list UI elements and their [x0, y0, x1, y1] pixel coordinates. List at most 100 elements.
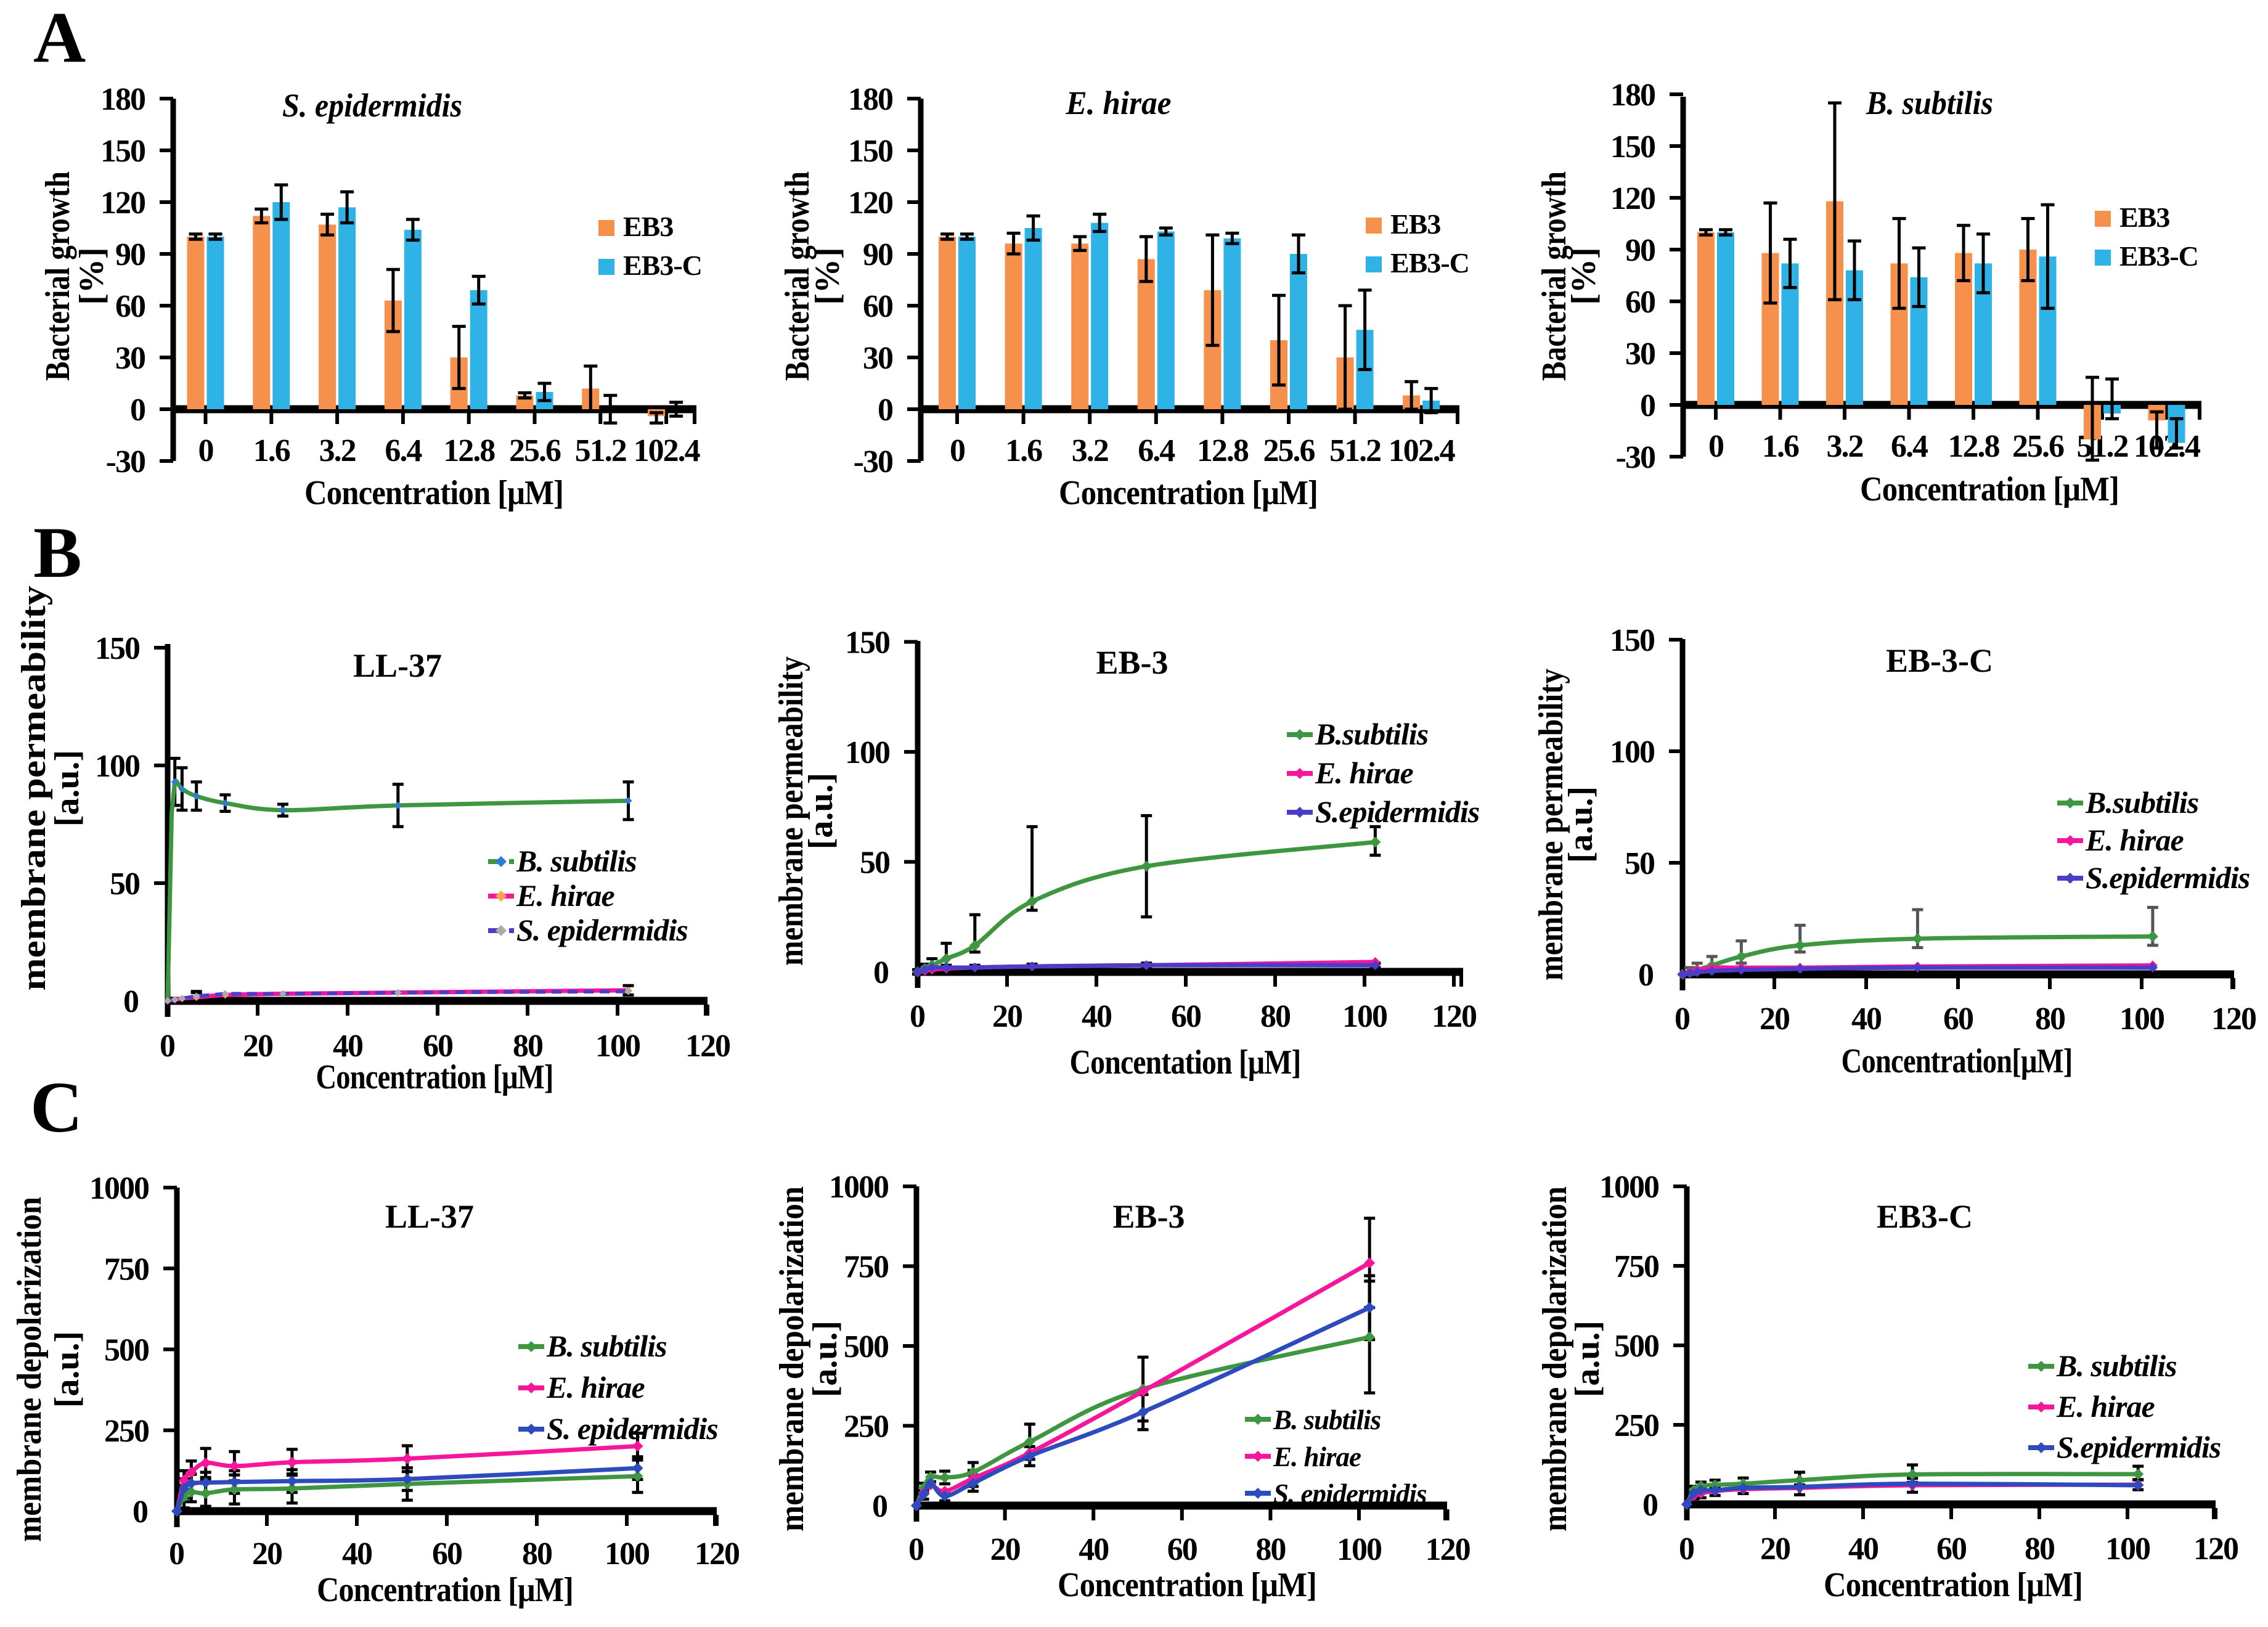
svg-text:1.6: 1.6: [1762, 429, 1799, 464]
svg-text:3.2: 3.2: [1072, 433, 1108, 468]
svg-text:250: 250: [844, 1409, 889, 1445]
svg-text:Concentration [μM]: Concentration [μM]: [1860, 470, 2119, 508]
svg-text:12.8: 12.8: [443, 433, 495, 468]
svg-text:60: 60: [1625, 285, 1655, 320]
svg-text:20: 20: [1760, 1001, 1790, 1037]
svg-text:0: 0: [1642, 1488, 1658, 1523]
svg-text:EB3-C: EB3-C: [623, 250, 702, 281]
svg-text:3.2: 3.2: [1827, 429, 1863, 464]
svg-text:[a.u.]: [a.u.]: [1562, 786, 1600, 863]
svg-text:500: 500: [1614, 1329, 1659, 1364]
svg-text:A: A: [33, 0, 86, 78]
svg-text:102.4: 102.4: [634, 433, 701, 468]
svg-text:100: 100: [2119, 1001, 2164, 1037]
svg-text:20: 20: [990, 1532, 1021, 1567]
svg-text:Concentration [μM]: Concentration [μM]: [1059, 474, 1318, 512]
svg-text:120: 120: [1432, 999, 1477, 1034]
svg-text:0: 0: [1638, 958, 1654, 993]
svg-text:120: 120: [695, 1536, 740, 1572]
svg-text:60: 60: [863, 289, 893, 324]
svg-text:B.subtilis: B.subtilis: [1315, 717, 1428, 751]
svg-text:S. epidermidis: S. epidermidis: [1273, 1478, 1427, 1509]
svg-text:100: 100: [1337, 1532, 1382, 1567]
svg-text:1000: 1000: [1599, 1170, 1659, 1205]
svg-text:B. subtilis: B. subtilis: [516, 844, 637, 878]
svg-text:80: 80: [513, 1029, 543, 1064]
svg-text:80: 80: [1260, 999, 1291, 1034]
svg-text:6.4: 6.4: [385, 433, 422, 468]
svg-text:3.2: 3.2: [319, 433, 356, 468]
svg-text:80: 80: [2035, 1001, 2065, 1037]
svg-text:Concentation [μM]: Concentation [μM]: [1070, 1043, 1301, 1082]
svg-text:30: 30: [1625, 336, 1655, 372]
svg-text:40: 40: [342, 1536, 372, 1572]
svg-text:20: 20: [1760, 1531, 1790, 1567]
svg-text:750: 750: [1614, 1249, 1659, 1284]
svg-text:100: 100: [605, 1536, 650, 1572]
svg-text:6.4: 6.4: [1891, 429, 1928, 464]
svg-text:0: 0: [130, 393, 145, 428]
svg-text:membrane depolarization: membrane depolarization: [773, 1186, 811, 1531]
svg-text:0: 0: [1708, 429, 1724, 464]
svg-text:120: 120: [2193, 1531, 2238, 1567]
svg-text:12.8: 12.8: [1197, 433, 1249, 468]
svg-text:0: 0: [1640, 388, 1655, 423]
svg-text:40: 40: [333, 1029, 363, 1064]
svg-text:S.epidermidis: S.epidermidis: [1315, 794, 1479, 829]
svg-text:180: 180: [1610, 78, 1655, 113]
svg-text:0: 0: [950, 433, 965, 468]
svg-text:250: 250: [104, 1414, 149, 1449]
svg-text:60: 60: [115, 289, 145, 324]
svg-text:750: 750: [844, 1250, 889, 1285]
svg-text:EB3: EB3: [1390, 208, 1440, 240]
svg-text:100: 100: [1610, 735, 1655, 770]
svg-text:80: 80: [2025, 1531, 2055, 1567]
svg-text:51.2: 51.2: [575, 433, 626, 468]
svg-text:90: 90: [115, 237, 145, 272]
svg-text:120: 120: [848, 186, 893, 221]
svg-text:[a.u.]: [a.u.]: [802, 773, 840, 849]
svg-text:Concentration [μM]: Concentration [μM]: [1058, 1566, 1316, 1604]
svg-text:60: 60: [1936, 1531, 1967, 1567]
svg-text:-30: -30: [854, 444, 893, 479]
svg-text:150: 150: [95, 631, 140, 666]
svg-text:S.epidermidis: S.epidermidis: [2086, 860, 2250, 895]
svg-text:membrane permeability: membrane permeability: [772, 656, 810, 966]
svg-text:S. epidermidis: S. epidermidis: [516, 913, 688, 947]
svg-text:E. hirae: E. hirae: [1315, 756, 1414, 790]
svg-text:12.8: 12.8: [1948, 429, 2000, 464]
svg-text:0: 0: [169, 1536, 185, 1572]
svg-text:B.subtilis: B.subtilis: [2085, 785, 2198, 820]
svg-text:0: 0: [908, 1532, 924, 1567]
svg-text:100: 100: [595, 1029, 640, 1064]
svg-text:Concentration[μM]: Concentration[μM]: [1842, 1042, 2073, 1080]
svg-text:100: 100: [2105, 1531, 2150, 1567]
svg-text:0: 0: [160, 1029, 176, 1064]
svg-text:60: 60: [1943, 1001, 1973, 1037]
svg-text:Concentration [μM]: Concentration [μM]: [304, 474, 563, 512]
svg-text:[a.u.]: [a.u.]: [48, 1331, 86, 1408]
svg-text:60: 60: [432, 1536, 462, 1572]
svg-text:Bacterial growth: Bacterial growth: [778, 171, 817, 381]
svg-text:Concentration [μM]: Concentration [μM]: [317, 1571, 573, 1609]
svg-text:[a.u.]: [a.u.]: [1568, 1321, 1607, 1397]
svg-text:40: 40: [1079, 1532, 1109, 1567]
svg-text:1.6: 1.6: [1005, 433, 1042, 468]
svg-text:1000: 1000: [89, 1171, 149, 1206]
svg-text:150: 150: [845, 626, 890, 661]
svg-text:102.4: 102.4: [2134, 429, 2201, 464]
svg-text:EB3: EB3: [2119, 202, 2169, 233]
svg-text:180: 180: [100, 82, 145, 117]
svg-text:E. hirae: E. hirae: [546, 1370, 645, 1405]
svg-text:E. hirae: E. hirae: [1273, 1441, 1361, 1472]
svg-text:E. hirae: E. hirae: [1066, 84, 1172, 121]
svg-text:60: 60: [423, 1029, 453, 1064]
svg-text:80: 80: [1255, 1532, 1286, 1567]
svg-text:120: 120: [2211, 1001, 2256, 1037]
svg-text:-30: -30: [1616, 440, 1655, 475]
svg-text:20: 20: [252, 1536, 282, 1572]
svg-text:120: 120: [1610, 181, 1655, 216]
svg-text:250: 250: [1614, 1408, 1659, 1443]
svg-text:[a.u.]: [a.u.]: [806, 1321, 844, 1397]
svg-text:EB3-C: EB3-C: [1390, 247, 1469, 279]
